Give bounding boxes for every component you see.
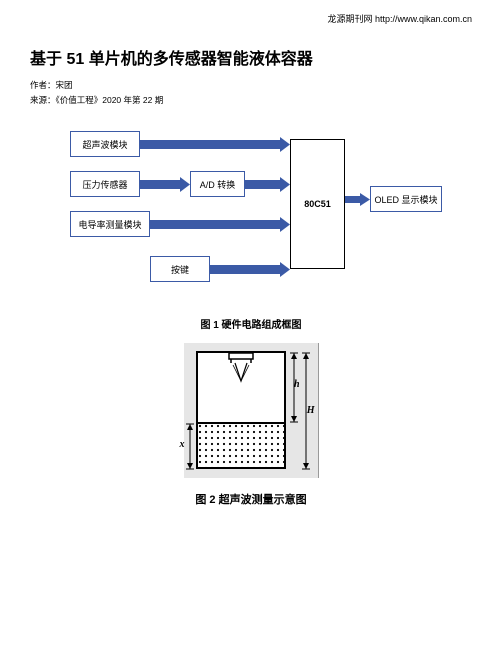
block-ultrasonic: 超声波模块	[70, 131, 140, 157]
figure2-caption: 图 2 超声波测量示意图	[30, 491, 472, 507]
figure1-caption: 图 1 硬件电路组成框图	[30, 316, 472, 331]
arrow-5	[345, 193, 370, 206]
label-h: h	[294, 379, 300, 390]
arrow-3	[150, 217, 290, 232]
block-keypad: 按键	[150, 256, 210, 282]
arrow-4	[210, 262, 290, 277]
block-adc: A/D 转换	[190, 171, 245, 197]
dimension-lines-icon	[184, 343, 319, 478]
block-diagram: 超声波模块压力传感器 A/D 转换电导率测量模块按键 80C51 OLED 显示模块	[50, 121, 445, 311]
arrow-0	[140, 137, 290, 152]
block-conductivity: 电导率测量模块	[70, 211, 150, 237]
label-H: H	[307, 405, 315, 416]
site-header: 龙源期刊网 http://www.qikan.com.cn	[327, 12, 472, 25]
source-line: 来源：《价值工程》2020 年第 22 期	[30, 94, 472, 106]
arrow-2	[245, 177, 290, 192]
label-x: x	[180, 439, 185, 450]
ultrasonic-schematic: H h x	[184, 343, 319, 478]
block-mcu: 80C51	[290, 139, 345, 269]
author-line: 作者：宋团	[30, 79, 472, 91]
block-pressure: 压力传感器	[70, 171, 140, 197]
article-title: 基于 51 单片机的多传感器智能液体容器	[30, 45, 472, 69]
block-oled: OLED 显示模块	[370, 186, 442, 212]
figure2-wrap: H h x 图 2 超声波测量示意图	[30, 343, 472, 507]
arrow-1	[140, 177, 190, 192]
